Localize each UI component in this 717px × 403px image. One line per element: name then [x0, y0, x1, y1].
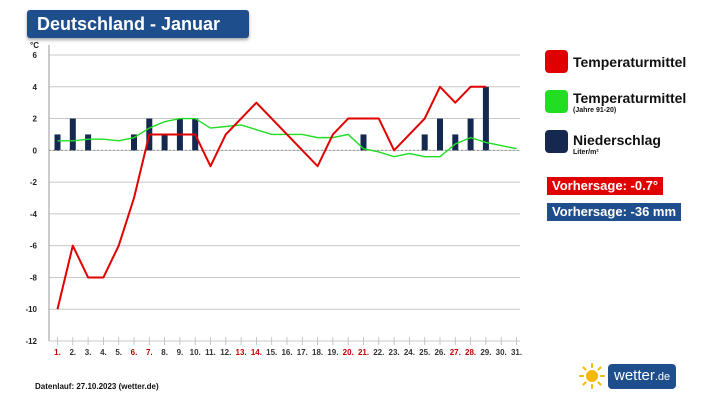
legend-precip-sub: Liter/m²: [573, 149, 599, 156]
y-tick-label: 6: [33, 51, 38, 60]
x-tick-label: 6.: [131, 348, 138, 357]
y-tick-label: 2: [33, 115, 38, 124]
precip-bar: [360, 134, 367, 151]
x-tick-label: 3.: [85, 348, 92, 357]
y-tick-label: 4: [33, 83, 38, 92]
x-tick-label: 26.: [434, 348, 445, 357]
precip-bar: [69, 118, 76, 151]
precip-bar: [467, 118, 474, 151]
forecast-precip-badge: Vorhersage: -36 mm: [547, 203, 682, 221]
legend-normal-sub: (Jahre 91-20): [573, 107, 617, 114]
y-tick-label: -8: [30, 273, 38, 282]
x-tick-label: 14.: [251, 348, 262, 357]
precip-bar: [131, 134, 137, 151]
legend-precip: Niederschlag Liter/m²: [545, 130, 661, 158]
brand-box: wetter.de: [608, 363, 677, 389]
y-tick-label: 0: [33, 146, 38, 155]
forecast-temp-badge: Vorhersage: -0.7°: [547, 177, 664, 195]
legend-precip-label: Niederschlag: [573, 132, 661, 148]
x-tick-label: 11.: [205, 348, 216, 357]
wetter-logo: wetter.de: [579, 363, 677, 389]
temp-line: [56, 85, 486, 310]
legend-temp: Temperaturmittel: [545, 50, 686, 73]
brand-name: wetter: [614, 366, 655, 384]
x-tick-label: 24.: [404, 348, 415, 357]
normal-temp-line: [57, 117, 517, 158]
precip-bar: [161, 134, 168, 151]
y-unit-label: °C: [30, 41, 39, 50]
x-tick-label: 12.: [220, 348, 231, 357]
legend-temp-swatch: [545, 50, 568, 73]
x-tick-label: 22.: [373, 348, 384, 357]
data-run-footer: Datenlauf: 27.10.2023 (wetter.de): [35, 382, 159, 391]
brand-tld: .de: [654, 370, 671, 383]
x-tick-label: 28.: [465, 348, 476, 357]
legend-normal-label: Temperaturmittel: [573, 90, 687, 106]
x-tick-label: 5.: [115, 348, 122, 357]
x-tick-label: 17.: [297, 348, 308, 357]
x-tick-label: 10.: [190, 348, 201, 357]
x-tick-label: 30.: [496, 348, 507, 357]
precip-bar: [54, 134, 61, 151]
x-tick-label: 16.: [281, 348, 292, 357]
x-tick-label: 15.: [266, 348, 277, 357]
x-tick-label: 23.: [389, 348, 400, 357]
legend-normal-swatch: [545, 90, 568, 113]
precip-bar: [482, 86, 489, 151]
y-tick-label: -4: [30, 210, 38, 219]
page-title: Deutschland - Januar: [27, 10, 249, 38]
y-tick-label: -10: [25, 305, 37, 314]
x-tick-label: 20.: [343, 348, 354, 357]
y-tick-label: -2: [30, 178, 38, 187]
legend-normal: Temperaturmittel (Jahre 91-20): [545, 90, 686, 116]
x-tick-label: 8.: [161, 348, 168, 357]
x-tick-label: 18.: [312, 348, 323, 357]
x-tick-label: 7.: [146, 348, 153, 357]
x-tick-label: 31.: [511, 348, 522, 357]
precip-bar: [452, 134, 459, 151]
x-tick-label: 13.: [236, 348, 247, 357]
y-tick-label: -6: [30, 242, 38, 251]
x-tick-label: 4.: [100, 348, 107, 357]
x-tick-label: 2.: [69, 348, 76, 357]
precip-bar: [437, 118, 443, 151]
x-tick-label: 25.: [419, 348, 430, 357]
x-tick-label: 9.: [177, 348, 184, 357]
legend-precip-swatch: [545, 130, 568, 153]
x-tick-label: 19.: [327, 348, 338, 357]
x-tick-label: 1.: [54, 348, 61, 357]
x-tick-label: 27.: [450, 348, 461, 357]
precip-bar: [421, 134, 428, 151]
x-tick-label: 29.: [480, 348, 491, 357]
x-tick-label: 21.: [358, 348, 369, 357]
precip-bar: [85, 134, 92, 151]
sun-icon: [579, 363, 605, 389]
y-tick-label: -12: [25, 337, 37, 346]
legend-temp-label: Temperaturmittel: [573, 54, 687, 70]
